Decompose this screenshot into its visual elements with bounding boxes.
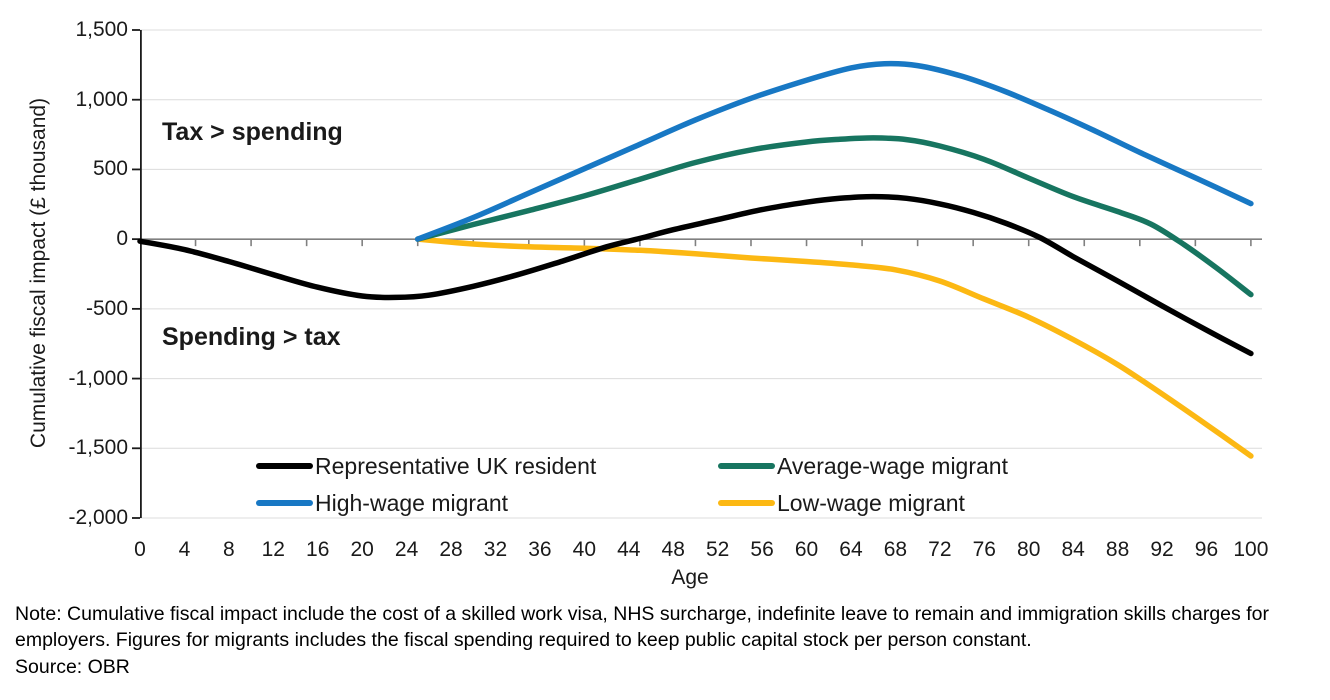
x-tick-label: 72 <box>928 538 952 561</box>
legend-label: High-wage migrant <box>315 490 509 516</box>
legend: Representative UK resident Average-wage m… <box>256 452 1008 517</box>
x-tick-label: 36 <box>528 538 552 561</box>
legend-line-swatch <box>256 500 313 506</box>
x-axis-title: Age <box>671 566 709 589</box>
y-tick-label: 1,500 <box>75 18 128 41</box>
x-tick-label: 92 <box>1150 538 1174 561</box>
annotation-spending-gt-tax: Spending > tax <box>162 323 341 351</box>
y-tick-label: 0 <box>116 227 128 251</box>
x-tick-label: 24 <box>394 538 419 561</box>
x-tick-label: 60 <box>794 538 819 561</box>
x-tick-label: 28 <box>439 538 463 561</box>
annotation-tax-gt-spending: Tax > spending <box>162 118 343 146</box>
x-tick-label: 44 <box>617 538 641 561</box>
x-tick-label: 12 <box>261 538 285 561</box>
y-tick-label: -2,000 <box>68 506 128 529</box>
footnote-block: Note: Cumulative fiscal impact include t… <box>15 601 1317 680</box>
x-tick-label: 76 <box>972 538 996 561</box>
y-tick-label: -500 <box>85 296 128 320</box>
x-tick-label: 48 <box>661 538 685 561</box>
x-tick-label: 88 <box>1105 538 1130 561</box>
x-tick-label: 0 <box>134 538 146 561</box>
x-tick-label: 52 <box>705 538 730 561</box>
y-tick-label: -1,000 <box>68 366 128 390</box>
x-tick-label: 84 <box>1061 538 1085 561</box>
legend-item: Low-wage migrant <box>718 489 1008 517</box>
x-tick-label: 40 <box>572 538 597 561</box>
y-tick-label: 1,000 <box>75 87 128 111</box>
x-tick-label: 80 <box>1017 538 1041 561</box>
x-tick-label: 68 <box>883 538 908 561</box>
series-line-average-wage-migrant <box>414 135 1254 298</box>
series-line-representative-uk-resident <box>137 193 1254 357</box>
y-tick-label: 500 <box>92 157 128 181</box>
x-tick-label: 8 <box>223 538 235 561</box>
x-tick-label: 100 <box>1233 538 1269 561</box>
y-axis-title: Cumulative fiscal impact (£ thousand) <box>27 97 50 449</box>
legend-item: High-wage migrant <box>256 489 718 517</box>
legend-label: Representative UK resident <box>315 453 597 479</box>
legend-item: Average-wage migrant <box>718 452 1008 480</box>
plot-canvas <box>132 29 1262 519</box>
x-tick-label: 56 <box>750 538 774 561</box>
legend-line-swatch <box>718 500 775 506</box>
series-line-high-wage-migrant <box>414 60 1254 242</box>
series-line-low-wage-migrant <box>414 236 1254 459</box>
x-tick-label: 96 <box>1194 538 1219 561</box>
x-tick-label: 16 <box>306 538 330 561</box>
plot-area <box>132 29 1262 519</box>
x-tick-label: 20 <box>350 538 374 561</box>
source-text: Source: OBR <box>15 656 130 678</box>
x-tick-label: 32 <box>483 538 508 561</box>
legend-line-swatch <box>256 463 313 469</box>
legend-line-swatch <box>718 463 775 469</box>
x-tick-label: 4 <box>178 538 191 561</box>
note-text: Note: Cumulative fiscal impact include t… <box>15 603 1269 651</box>
x-tick-label: 64 <box>839 538 863 561</box>
legend-item: Representative UK resident <box>256 452 718 480</box>
legend-label: Average-wage migrant <box>777 453 1008 479</box>
y-tick-label: -1,500 <box>68 436 128 460</box>
legend-label: Low-wage migrant <box>777 490 965 516</box>
